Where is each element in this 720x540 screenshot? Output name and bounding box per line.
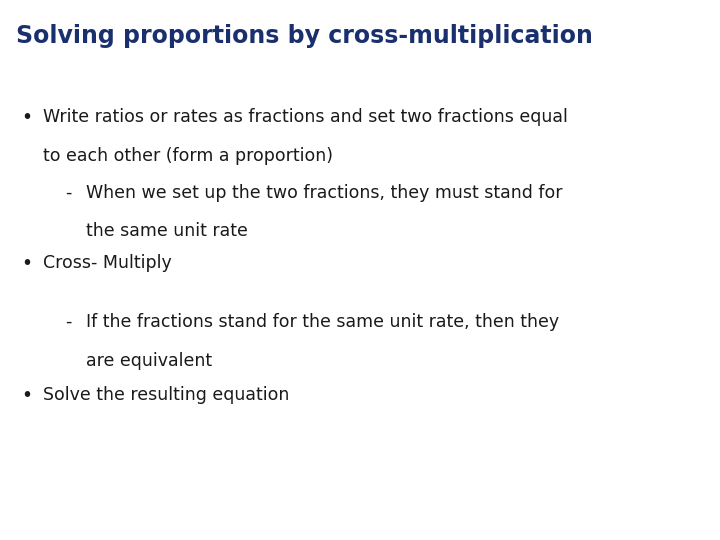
Text: When we set up the two fractions, they must stand for: When we set up the two fractions, they m…: [86, 184, 563, 201]
Text: Cross- Multiply: Cross- Multiply: [43, 254, 172, 272]
Text: Solving proportions by cross-multiplication: Solving proportions by cross-multiplicat…: [16, 24, 593, 48]
Text: -: -: [65, 313, 71, 331]
Text: •: •: [22, 108, 32, 127]
Text: Solve the resulting equation: Solve the resulting equation: [43, 386, 289, 404]
Text: -: -: [65, 184, 71, 201]
Text: the same unit rate: the same unit rate: [86, 222, 248, 240]
Text: •: •: [22, 254, 32, 273]
Text: Write ratios or rates as fractions and set two fractions equal: Write ratios or rates as fractions and s…: [43, 108, 568, 126]
Text: •: •: [22, 386, 32, 405]
Text: are equivalent: are equivalent: [86, 352, 212, 370]
Text: to each other (form a proportion): to each other (form a proportion): [43, 147, 333, 165]
Text: If the fractions stand for the same unit rate, then they: If the fractions stand for the same unit…: [86, 313, 559, 331]
